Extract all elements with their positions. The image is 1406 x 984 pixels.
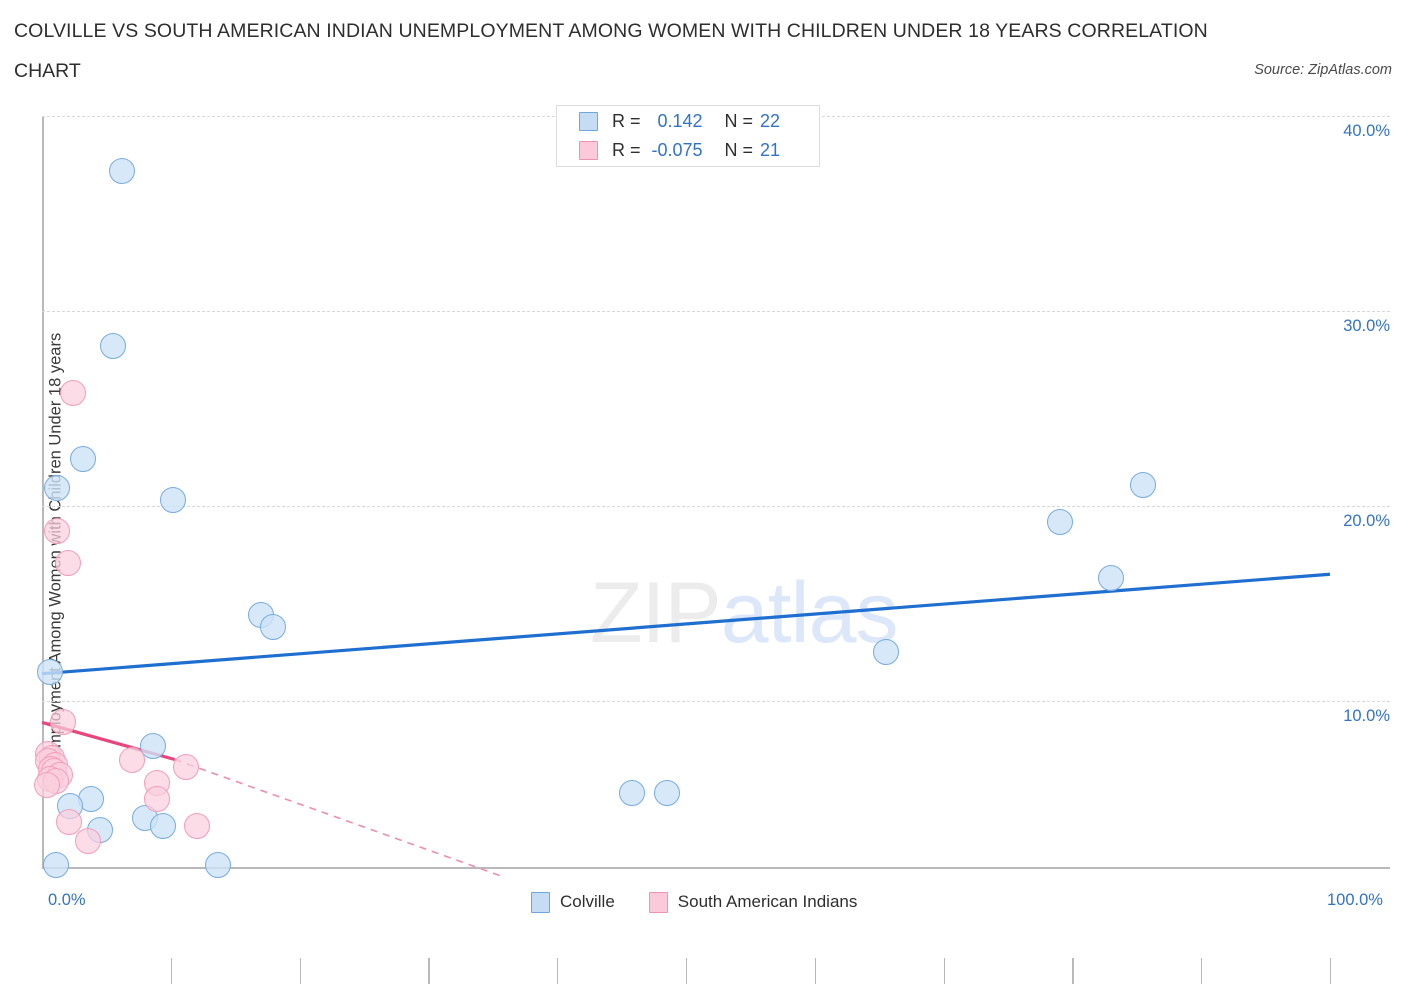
- page-title: COLVILLE VS SOUTH AMERICAN INDIAN UNEMPL…: [14, 20, 1208, 42]
- x-tick-30: [428, 958, 430, 984]
- x-axis-label-min: 0.0%: [48, 891, 86, 909]
- trend-line-extension-south-american-indians: [174, 758, 504, 876]
- data-point[interactable]: [173, 754, 200, 781]
- correlation-n-value-south-american-indians: 21: [760, 140, 781, 160]
- data-point[interactable]: [70, 446, 97, 473]
- correlation-row-south-american-indians: R = -0.075 N = 21: [557, 135, 821, 166]
- correlation-n-label-colville: N =: [724, 111, 754, 131]
- y-axis-label-20: 20.0%: [1343, 512, 1390, 530]
- page-title-line2: CHART: [14, 60, 81, 82]
- trend-lines: [42, 572, 1331, 876]
- data-point[interactable]: [1046, 508, 1073, 535]
- legend-swatch-colville: [531, 891, 550, 913]
- data-point[interactable]: [653, 779, 680, 806]
- data-point[interactable]: [183, 812, 210, 839]
- correlation-row-colville: R = 0.142 N = 22: [557, 106, 821, 137]
- data-point[interactable]: [108, 157, 135, 184]
- correlation-r-label-colville: R =: [612, 111, 641, 131]
- x-tick-100: [1330, 958, 1332, 984]
- x-tick-70: [943, 958, 945, 984]
- source-label: Source: ZipAtlas.com: [1254, 62, 1392, 78]
- correlation-r-value-south-american-indians: -0.075: [651, 140, 703, 160]
- data-point[interactable]: [205, 851, 232, 878]
- correlation-legend-box: R = 0.142 N = 22 R = -0.075 N = 21: [556, 105, 820, 167]
- x-tick-60: [814, 958, 817, 984]
- y-axis-label-10: 10.0%: [1343, 707, 1390, 725]
- data-point[interactable]: [150, 812, 177, 839]
- data-point[interactable]: [618, 779, 645, 806]
- legend-swatch-south-american-indians: [648, 891, 668, 913]
- x-axis-line: [42, 867, 1390, 869]
- data-point[interactable]: [143, 785, 170, 812]
- x-tick-10: [170, 958, 173, 984]
- plot-area: Unemployment Among Women with Children U…: [34, 116, 1390, 984]
- data-point[interactable]: [1130, 471, 1157, 498]
- data-point[interactable]: [259, 613, 286, 640]
- gridline-20: [42, 506, 1390, 507]
- data-point[interactable]: [59, 379, 86, 406]
- x-tick-40: [557, 958, 559, 984]
- data-point[interactable]: [54, 549, 81, 576]
- legend-item-colville[interactable]: Colville: [531, 891, 615, 913]
- data-point[interactable]: [43, 851, 70, 878]
- legend-item-south-american-indians[interactable]: South American Indians: [648, 891, 858, 913]
- data-point[interactable]: [49, 709, 76, 736]
- data-point[interactable]: [75, 828, 102, 855]
- y-axis-label-40: 40.0%: [1343, 122, 1390, 140]
- chart-page: COLVILLE VS SOUTH AMERICAN INDIAN UNEMPL…: [14, 20, 1392, 984]
- correlation-r-label-south-american-indians: R =: [612, 140, 641, 160]
- correlation-swatch-south-american-indians: [579, 141, 598, 160]
- y-axis-label-30: 30.0%: [1343, 317, 1390, 335]
- data-point[interactable]: [44, 475, 71, 502]
- x-tick-20: [299, 958, 301, 984]
- data-point[interactable]: [872, 639, 899, 666]
- data-point[interactable]: [160, 487, 187, 514]
- x-tick-80: [1072, 958, 1074, 984]
- x-tick-90: [1201, 958, 1203, 984]
- correlation-swatch-colville: [579, 112, 598, 131]
- series-legend: Colville South American Indians: [531, 890, 857, 914]
- watermark-zip: ZIP: [590, 565, 722, 661]
- correlation-r-value-colville: 0.142: [657, 111, 703, 131]
- data-point[interactable]: [34, 771, 61, 798]
- zipatlas-watermark: ZIPatlas: [590, 564, 899, 663]
- gridline-10: [42, 701, 1390, 702]
- legend-label-colville: Colville: [560, 892, 615, 911]
- data-point[interactable]: [56, 808, 83, 835]
- watermark-atlas: atlas: [720, 565, 899, 661]
- y-axis-line: [42, 116, 44, 868]
- data-point[interactable]: [119, 746, 146, 773]
- data-point[interactable]: [99, 333, 126, 360]
- trend-line-colville: [42, 572, 1331, 676]
- data-point[interactable]: [1098, 565, 1125, 592]
- legend-label-south-american-indians: South American Indians: [677, 892, 858, 911]
- gridline-30: [42, 311, 1390, 312]
- correlation-n-value-colville: 22: [760, 111, 781, 131]
- x-tick-50: [686, 958, 688, 984]
- x-axis-label-max: 100.0%: [1327, 891, 1383, 909]
- data-point[interactable]: [44, 518, 71, 545]
- data-point[interactable]: [36, 658, 63, 685]
- correlation-n-label-south-american-indians: N =: [724, 140, 754, 160]
